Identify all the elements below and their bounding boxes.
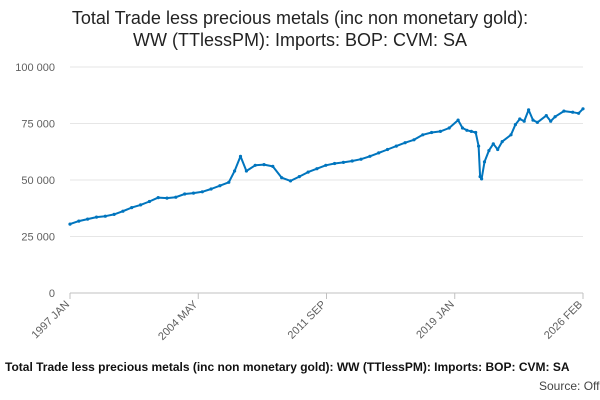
chart-title-line-2: WW (TTlessPM): Imports: BOP: CVM: SA (133, 30, 467, 50)
data-point[interactable] (477, 144, 481, 148)
x-tick-label: 2011 SEP (286, 299, 329, 342)
x-tick-label: 2019 JAN (414, 299, 457, 342)
chart-title: Total Trade less precious metals (inc no… (72, 8, 528, 50)
y-tick-label: 50 000 (21, 175, 55, 187)
gridlines (70, 66, 583, 294)
data-point[interactable] (233, 169, 237, 173)
chart-caption: Total Trade less precious metals (inc no… (5, 360, 570, 374)
data-point[interactable] (496, 147, 500, 152)
data-point[interactable] (394, 144, 398, 148)
data-point[interactable] (482, 160, 487, 164)
data-point[interactable] (341, 160, 345, 164)
data-point[interactable] (368, 154, 372, 158)
data-point[interactable] (68, 222, 72, 226)
x-tick-label: 1997 JAN (29, 299, 72, 342)
data-point[interactable] (460, 126, 465, 130)
data-point[interactable] (513, 123, 518, 127)
data-point[interactable] (421, 133, 425, 137)
chart-title-line-1: Total Trade less precious metals (inc no… (72, 8, 528, 28)
data-point[interactable] (288, 179, 293, 183)
data-point[interactable] (535, 120, 540, 124)
data-point[interactable] (306, 170, 310, 174)
data-point[interactable] (377, 151, 381, 155)
data-point[interactable] (456, 118, 460, 122)
y-tick-label: 25 000 (21, 232, 55, 244)
data-point[interactable] (262, 163, 266, 167)
data-point[interactable] (531, 118, 535, 122)
data-point[interactable] (121, 209, 125, 213)
data-point[interactable] (350, 159, 354, 163)
data-point[interactable] (474, 130, 478, 135)
data-point[interactable] (86, 217, 90, 221)
data-point[interactable] (297, 175, 301, 179)
y-tick-label: 100 000 (15, 62, 55, 74)
data-point[interactable] (315, 167, 319, 171)
data-point[interactable] (280, 176, 284, 180)
data-point[interactable] (385, 147, 390, 152)
data-point[interactable] (581, 107, 585, 111)
y-axis: 0 25 000 50 000 75 000 100 000 (15, 62, 55, 300)
data-point[interactable] (200, 190, 204, 194)
data-point[interactable] (139, 203, 143, 207)
data-point[interactable] (500, 140, 504, 144)
data-point[interactable] (438, 129, 442, 133)
data-point[interactable] (209, 187, 213, 191)
data-point[interactable] (518, 117, 522, 121)
data-point[interactable] (522, 119, 526, 123)
data-point[interactable] (478, 175, 482, 179)
data-point[interactable] (577, 111, 581, 115)
data-point[interactable] (527, 108, 531, 112)
data-point[interactable] (549, 119, 553, 123)
data-point[interactable] (487, 149, 491, 153)
data-point[interactable] (218, 184, 222, 188)
data-point[interactable] (174, 195, 178, 199)
data-point[interactable] (324, 163, 328, 167)
data-point[interactable] (112, 212, 116, 216)
data-point[interactable] (562, 109, 566, 113)
data-point[interactable] (333, 161, 337, 166)
data-point[interactable] (244, 169, 248, 173)
data-point[interactable] (130, 206, 134, 210)
data-point[interactable] (165, 196, 169, 200)
x-tick-label: 2026 FEB (542, 299, 585, 342)
data-point[interactable] (77, 219, 81, 223)
data-point[interactable] (553, 115, 557, 119)
data-point[interactable] (238, 154, 243, 158)
data-point[interactable] (430, 130, 434, 135)
data-point[interactable] (183, 192, 187, 196)
series (68, 107, 585, 226)
data-point[interactable] (271, 164, 275, 168)
data-point[interactable] (491, 142, 495, 146)
y-tick-label: 75 000 (21, 119, 55, 131)
data-point[interactable] (227, 180, 231, 184)
data-point[interactable] (94, 215, 99, 219)
data-point[interactable] (191, 191, 196, 195)
x-tick-label: 2004 MAY (156, 298, 201, 343)
data-point[interactable] (469, 129, 473, 133)
data-point[interactable] (253, 163, 257, 167)
x-axis: 1997 JAN 2004 MAY 2011 SEP 2019 JAN 2026 FEB (29, 293, 585, 343)
data-point[interactable] (447, 126, 451, 130)
data-point[interactable] (465, 128, 469, 132)
chart-source: Source: Office for National Statistics (539, 379, 600, 393)
y-tick-label: 0 (49, 288, 55, 300)
data-point[interactable] (509, 133, 513, 137)
data-point[interactable] (412, 138, 416, 142)
data-point[interactable] (480, 177, 484, 181)
data-point[interactable] (403, 141, 407, 145)
data-point[interactable] (103, 214, 107, 218)
data-point[interactable] (359, 157, 363, 161)
data-point[interactable] (544, 114, 548, 118)
data-point[interactable] (147, 199, 151, 204)
data-point[interactable] (156, 196, 160, 200)
data-point[interactable] (571, 110, 575, 114)
